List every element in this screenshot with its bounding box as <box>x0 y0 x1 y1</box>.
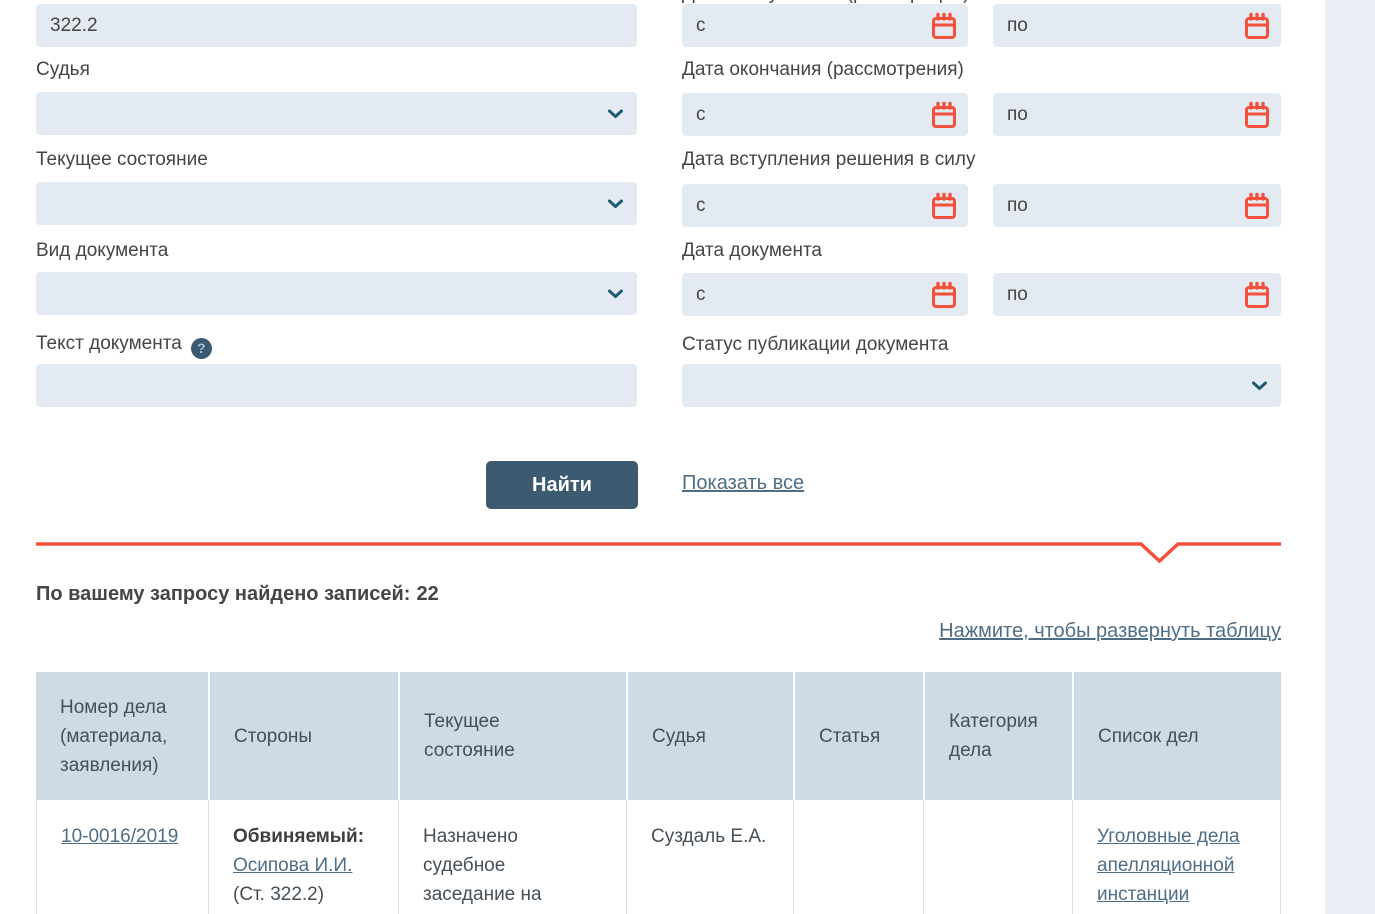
publication-status-select[interactable] <box>682 364 1281 407</box>
date-document-from-field[interactable]: с <box>682 273 968 316</box>
judge-label: Судья <box>36 59 90 80</box>
header-current-state: Текущее состояние <box>398 672 626 800</box>
cell-case-list: Уголовные дела апелляционной инстанции <box>1072 800 1281 914</box>
date-end-label: Дата окончания (рассмотрения) <box>682 59 964 80</box>
current-state-label: Текущее состояние <box>36 149 208 170</box>
to-prefix: по <box>1007 14 1028 36</box>
calendar-icon[interactable] <box>931 11 957 41</box>
date-document-label: Дата документа <box>682 240 822 261</box>
case-number-link[interactable]: 10-0016/2019 <box>61 826 179 847</box>
date-end-from-field[interactable]: с <box>682 93 968 136</box>
date-registration-to-field[interactable]: по <box>993 4 1281 47</box>
publication-status-label: Статус публикации документа <box>682 334 949 355</box>
find-button[interactable]: Найти <box>486 461 638 509</box>
help-icon[interactable]: ? <box>190 337 212 359</box>
case-list-link[interactable]: Уголовные дела апелляционной инстанции <box>1097 826 1240 905</box>
chevron-down-icon <box>1252 381 1267 390</box>
date-registration-from-field[interactable]: с <box>682 4 968 47</box>
header-case-number: Номер дела (материала, заявления) <box>36 672 208 800</box>
calendar-icon[interactable] <box>1244 191 1270 221</box>
results-summary-label: По вашему запросу найдено записей: <box>36 583 411 605</box>
calendar-icon[interactable] <box>931 100 957 130</box>
date-effective-to-field[interactable]: по <box>993 184 1281 227</box>
from-prefix: с <box>696 283 706 305</box>
current-state-text: Назначено судебное заседание на <box>423 826 542 905</box>
table-header-row: Номер дела (материала, заявления) Сторон… <box>36 672 1281 800</box>
party-role: Обвиняемый: <box>233 826 365 847</box>
calendar-icon[interactable] <box>1244 280 1270 310</box>
calendar-icon[interactable] <box>1244 11 1270 41</box>
article-input-value: 322.2 <box>50 14 98 36</box>
doc-type-label: Вид документа <box>36 240 169 261</box>
party-article: (Ст. 322.2) <box>233 884 325 905</box>
from-prefix: с <box>696 14 706 36</box>
search-form-and-results: Дата поступления (регистрации) 322.2 Суд… <box>36 0 1281 914</box>
results-summary: По вашему запросу найдено записей: 22 <box>36 583 439 606</box>
date-effective-from-field[interactable]: с <box>682 184 968 227</box>
cell-article <box>793 800 923 914</box>
header-article: Статья <box>793 672 923 800</box>
cell-parties: Обвиняемый: Осипова И.И. (Ст. 322.2) <box>208 800 398 914</box>
header-case-list: Список дел <box>1072 672 1281 800</box>
to-prefix: по <box>1007 103 1028 125</box>
cell-judge: Суздаль Е.А. <box>626 800 793 914</box>
header-category: Категория дела <box>923 672 1072 800</box>
doc-text-label-text: Текст документа <box>36 333 182 354</box>
from-prefix: с <box>696 103 706 125</box>
calendar-icon[interactable] <box>931 191 957 221</box>
results-table: Номер дела (материала, заявления) Сторон… <box>36 672 1281 914</box>
to-prefix: по <box>1007 283 1028 305</box>
right-background-band <box>1325 0 1375 914</box>
red-divider <box>36 541 1281 570</box>
current-state-select[interactable] <box>36 182 637 225</box>
cell-category <box>923 800 1072 914</box>
judge-select[interactable] <box>36 92 637 135</box>
chevron-down-icon <box>608 289 623 298</box>
show-all-link[interactable]: Показать все <box>682 472 805 494</box>
header-judge: Судья <box>626 672 793 800</box>
date-document-to-field[interactable]: по <box>993 273 1281 316</box>
results-count: 22 <box>416 583 439 605</box>
from-prefix: с <box>696 194 706 216</box>
article-input[interactable]: 322.2 <box>36 4 637 47</box>
table-row: 10-0016/2019 Обвиняемый: Осипова И.И. (С… <box>36 800 1281 914</box>
party-name-link[interactable]: Осипова И.И. <box>233 855 353 876</box>
judge-text: Суздаль Е.А. <box>651 826 767 847</box>
chevron-down-icon <box>608 199 623 208</box>
date-effective-label: Дата вступления решения в силу <box>682 149 976 170</box>
doc-text-input[interactable] <box>36 364 637 407</box>
date-registration-label-clipped: Дата поступления (регистрации) <box>682 0 970 5</box>
calendar-icon[interactable] <box>931 280 957 310</box>
cell-current-state: Назначено судебное заседание на <box>398 800 626 914</box>
doc-type-select[interactable] <box>36 272 637 315</box>
doc-text-label: Текст документа? <box>36 333 212 359</box>
to-prefix: по <box>1007 194 1028 216</box>
header-parties: Стороны <box>208 672 398 800</box>
chevron-down-icon <box>608 109 623 118</box>
expand-table-link[interactable]: Нажмите, чтобы развернуть таблицу <box>939 620 1281 642</box>
date-end-to-field[interactable]: по <box>993 93 1281 136</box>
cell-case-number: 10-0016/2019 <box>36 800 208 914</box>
calendar-icon[interactable] <box>1244 100 1270 130</box>
